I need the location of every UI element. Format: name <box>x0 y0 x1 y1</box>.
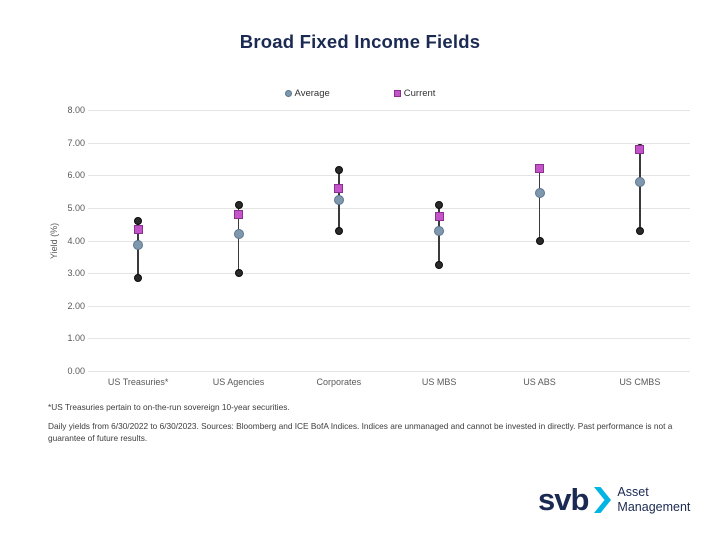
average-marker <box>333 194 344 205</box>
y-axis-ticks: 0.00 1.00 2.00 3.00 4.00 5.00 6.00 7.00 8.00 <box>50 105 85 376</box>
endpoint-dot <box>334 226 343 235</box>
svb-logo-line2: Management <box>617 499 691 514</box>
endpoint-dot <box>134 274 143 283</box>
gridline <box>88 240 690 242</box>
y-tick-label: 5.00 <box>67 202 85 213</box>
footnote-disclaimer: Daily yields from 6/30/2022 to 6/30/2023… <box>48 421 673 444</box>
y-tick-label: 7.00 <box>67 137 85 148</box>
x-axis-label: US Agencies <box>212 377 265 387</box>
gridline <box>88 207 690 209</box>
endpoint-dot <box>234 200 243 209</box>
legend-label-current: Current <box>403 88 436 99</box>
legend-item-current: Current <box>393 88 436 99</box>
endpoint-dot <box>635 226 644 235</box>
svb-logo-line1: Asset <box>617 484 649 499</box>
gridline <box>88 142 690 144</box>
square-marker-icon <box>393 90 401 97</box>
average-marker <box>434 225 445 236</box>
x-axis-label: US MBS <box>421 377 457 387</box>
plot-area <box>88 110 690 372</box>
endpoint-dot <box>134 216 143 225</box>
circle-marker-icon <box>284 90 292 97</box>
current-marker <box>334 183 344 193</box>
svb-chevron-icon <box>594 486 612 513</box>
current-marker <box>434 211 444 221</box>
x-axis-label: US CMBS <box>619 377 661 387</box>
average-marker <box>634 176 645 187</box>
endpoint-dot <box>435 200 444 209</box>
average-marker <box>233 228 244 239</box>
gridline <box>88 175 690 177</box>
gridline <box>88 371 690 372</box>
range-line <box>639 147 641 231</box>
current-marker <box>535 164 544 174</box>
current-marker <box>234 209 243 219</box>
x-axis-label: US Treasuries* <box>107 377 169 387</box>
legend-label-average: Average <box>294 88 330 99</box>
average-marker <box>534 188 545 199</box>
endpoint-dot <box>334 166 343 175</box>
y-tick-label: 3.00 <box>67 268 85 279</box>
gridline <box>88 273 690 275</box>
current-marker <box>133 224 143 234</box>
svb-logo: svb Asset Management <box>538 484 690 515</box>
svb-wordmark: svb <box>538 482 589 517</box>
chart-legend: Average Current <box>0 88 720 99</box>
chart-title: Broad Fixed Income Fields <box>239 31 481 52</box>
endpoint-dot <box>435 260 444 269</box>
endpoint-dot <box>535 236 544 245</box>
y-tick-label: 8.00 <box>67 105 85 115</box>
legend-item-average: Average <box>284 88 330 99</box>
x-axis-label: US ABS <box>523 377 556 387</box>
gridline <box>88 338 690 340</box>
average-marker <box>133 240 144 251</box>
range-line <box>538 168 541 241</box>
gridline <box>88 110 690 111</box>
svb-logo-text: Asset Management <box>617 485 690 515</box>
current-marker <box>635 144 645 154</box>
gridline <box>88 305 690 307</box>
footnote-treasuries: *US Treasuries pertain to on-the-run sov… <box>48 402 290 412</box>
y-tick-label: 0.00 <box>67 366 85 376</box>
x-axis-labels: US Treasuries* US Agencies Corporates US MB… <box>88 377 690 391</box>
x-axis-label: Corporates <box>316 377 362 387</box>
endpoint-dot <box>234 269 243 278</box>
footnotes: *US Treasuries pertain to on-the-run sov… <box>48 402 698 444</box>
y-tick-label: 1.00 <box>67 333 85 344</box>
y-tick-label: 6.00 <box>67 170 85 181</box>
y-tick-label: 4.00 <box>67 235 85 246</box>
y-tick-label: 2.00 <box>67 300 85 311</box>
